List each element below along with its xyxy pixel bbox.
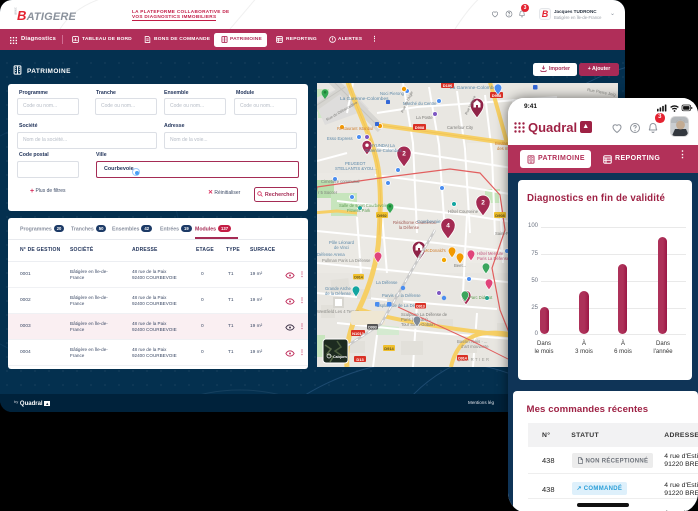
svg-text:Sculpture La Défense de: Sculpture La Défense de xyxy=(401,312,448,317)
svg-text:D993: D993 xyxy=(368,325,377,329)
svg-text:PEUGEOT: PEUGEOT xyxy=(345,161,366,166)
svg-text:d'art mouvante: d'art mouvante xyxy=(461,344,489,349)
svg-text:Pôle Léonard: Pôle Léonard xyxy=(329,240,355,245)
svg-text:La Garenne-Colombes: La Garenne-Colombes xyxy=(340,96,389,102)
svg-text:la Défense: la Défense xyxy=(399,225,420,230)
svg-text:Hôtel Mercure: Hôtel Mercure xyxy=(477,251,504,256)
svg-text:de Vinci: de Vinci xyxy=(334,245,349,250)
svg-text:Rue Pierre Joig: Rue Pierre Joig xyxy=(587,87,617,97)
svg-text:Hôtel Courseine: Hôtel Courseine xyxy=(448,209,479,214)
svg-text:D908: D908 xyxy=(415,125,425,130)
svg-text:D992: D992 xyxy=(377,213,387,218)
svg-text:2: 2 xyxy=(402,151,406,158)
svg-text:Beet...: Beet... xyxy=(454,263,466,268)
svg-text:Saint-Pierre-: Saint-Pierre- xyxy=(495,231,519,236)
svg-text:Grande Arche: Grande Arche xyxy=(325,286,352,291)
svg-text:Marché du Centre: Marché du Centre xyxy=(403,101,437,106)
svg-text:Fitness Park: Fitness Park xyxy=(347,208,371,213)
svg-text:Esso Express: Esso Express xyxy=(327,136,353,141)
svg-text:Parvis de la Défense: Parvis de la Défense xyxy=(382,293,421,298)
svg-text:La Poste: La Poste xyxy=(416,115,433,120)
svg-text:Courbevoie: Courbevoie xyxy=(417,219,441,224)
svg-text:Pullman Paris La Défense: Pullman Paris La Défense xyxy=(322,258,371,263)
svg-text:QUARTIER: QUARTIER xyxy=(457,357,491,362)
svg-text:Westfield Les 4 Temps: Westfield Les 4 Temps xyxy=(317,309,359,314)
svg-text:Parc Diderot: Parc Diderot xyxy=(469,295,493,300)
svg-text:La Garenne-Colombes: La Garenne-Colombes xyxy=(450,85,499,91)
svg-text:La Défense: La Défense xyxy=(376,280,398,285)
svg-text:des marti...: des marti... xyxy=(497,146,518,151)
svg-text:D908: D908 xyxy=(492,93,502,98)
svg-text:D106: D106 xyxy=(443,83,453,88)
svg-text:N1013: N1013 xyxy=(352,331,365,336)
svg-text:D914: D914 xyxy=(354,275,363,279)
svg-text:Garenne-Colombes: Garenne-Colombes xyxy=(365,148,402,153)
svg-text:Restaurant Istanbul: Restaurant Istanbul xyxy=(337,126,373,131)
svg-text:Esplanade de La Défense: Esplanade de La Défense xyxy=(377,303,426,308)
svg-text:2: 2 xyxy=(481,200,485,207)
svg-text:de la Défense: de la Défense xyxy=(325,291,352,296)
svg-text:4: 4 xyxy=(446,223,450,230)
svg-text:Carrefour City: Carrefour City xyxy=(447,125,474,130)
svg-text:Calques: Calques xyxy=(333,355,347,359)
svg-text:Salle de sport Courbevoie: Salle de sport Courbevoie xyxy=(339,203,388,208)
svg-text:r 5 Soccer: r 5 Soccer xyxy=(318,190,338,195)
svg-text:D913: D913 xyxy=(416,304,425,308)
svg-text:STELLANTIS &YOU...: STELLANTIS &YOU... xyxy=(335,166,377,171)
svg-text:HYUNDAI La: HYUNDAI La xyxy=(370,143,395,148)
svg-text:D908: D908 xyxy=(495,213,505,218)
svg-text:D13: D13 xyxy=(356,357,364,362)
svg-text:D914: D914 xyxy=(384,346,394,351)
svg-text:D914: D914 xyxy=(458,356,467,360)
svg-text:Résidhome Courbevoie: Résidhome Courbevoie xyxy=(393,220,437,225)
svg-text:Défense Arena: Défense Arena xyxy=(317,252,345,257)
svg-text:Cimetière communal: Cimetière communal xyxy=(321,179,359,184)
svg-text:Paris La Défense: Paris La Défense xyxy=(477,256,510,261)
svg-text:McDonald's: McDonald's xyxy=(424,248,446,253)
svg-text:Noci Pierong: Noci Pierong xyxy=(380,91,405,96)
